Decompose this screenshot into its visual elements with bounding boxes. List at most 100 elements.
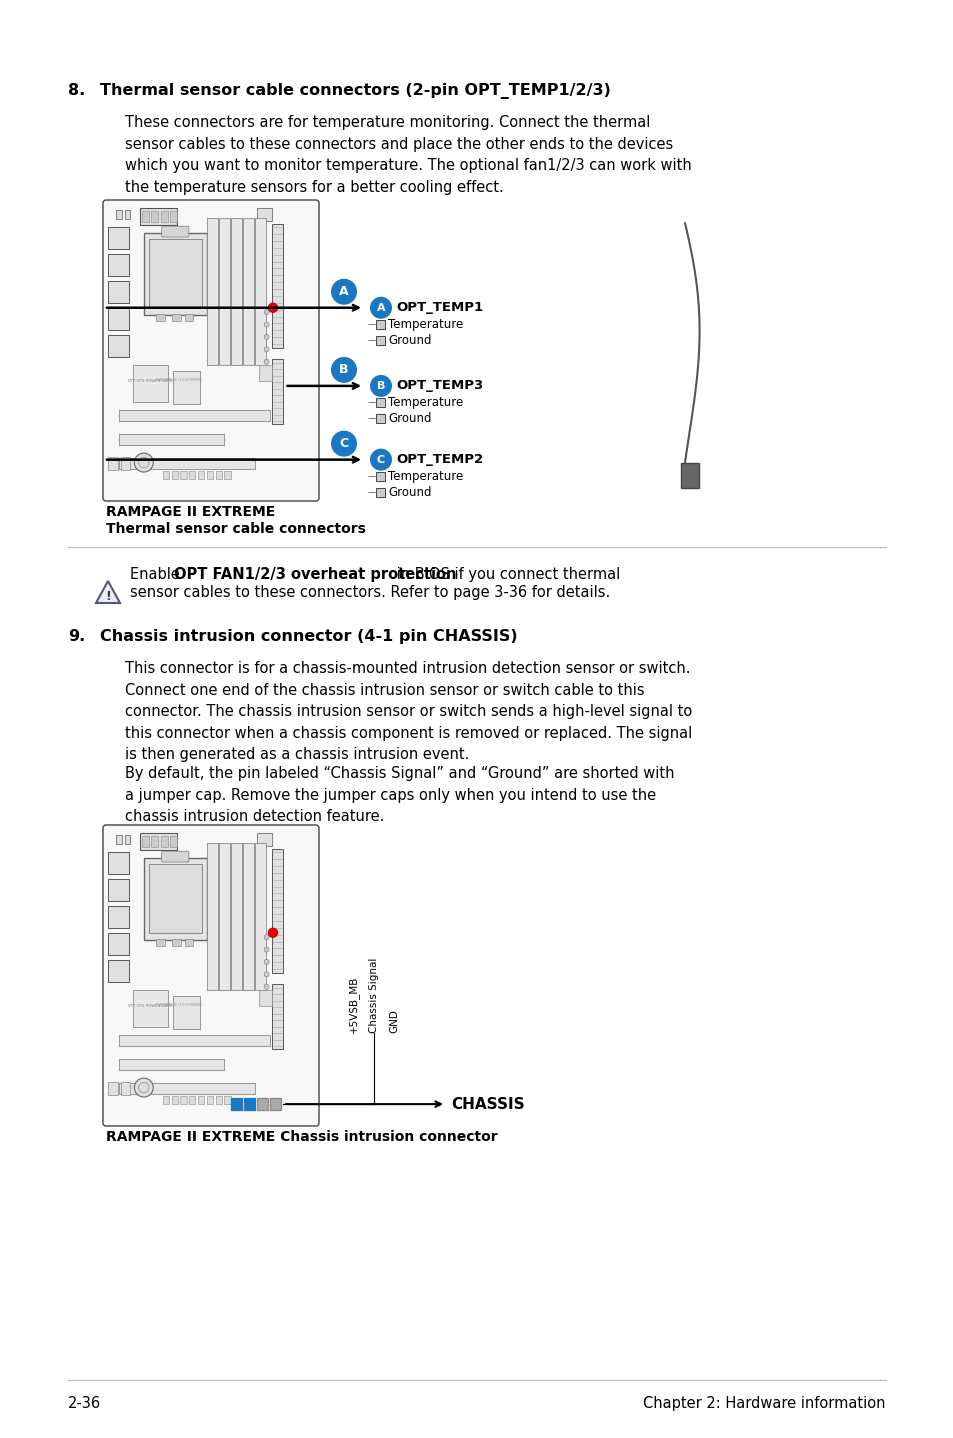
Bar bbox=[375, 487, 385, 496]
Bar bbox=[171, 211, 177, 221]
Text: These connectors are for temperature monitoring. Connect the thermal
sensor cabl: These connectors are for temperature mon… bbox=[125, 115, 691, 194]
Bar bbox=[172, 939, 180, 946]
Bar bbox=[242, 217, 254, 365]
Bar bbox=[139, 209, 177, 224]
Circle shape bbox=[370, 449, 392, 470]
Bar bbox=[118, 1083, 254, 1094]
Bar bbox=[142, 211, 149, 221]
Text: in BIOS if you connect thermal: in BIOS if you connect thermal bbox=[392, 567, 619, 582]
Bar bbox=[180, 472, 187, 479]
Bar bbox=[152, 211, 158, 221]
Bar bbox=[259, 365, 272, 381]
Bar bbox=[108, 227, 129, 249]
Bar bbox=[215, 472, 222, 479]
Circle shape bbox=[331, 430, 356, 457]
Text: C: C bbox=[339, 437, 348, 450]
Bar bbox=[118, 434, 223, 444]
Bar bbox=[108, 457, 117, 470]
Bar bbox=[272, 224, 283, 348]
Text: RAMPAGE II EXTREME: RAMPAGE II EXTREME bbox=[156, 378, 203, 383]
Text: RAMPAGE II EXTREME Chassis intrusion connector: RAMPAGE II EXTREME Chassis intrusion con… bbox=[106, 1130, 497, 1145]
Bar bbox=[254, 217, 266, 365]
Circle shape bbox=[331, 279, 356, 305]
Circle shape bbox=[331, 357, 356, 383]
Bar bbox=[207, 843, 218, 991]
Bar bbox=[180, 1096, 187, 1104]
Bar bbox=[108, 961, 129, 982]
Text: Chapter 2: Hardware information: Chapter 2: Hardware information bbox=[643, 1396, 885, 1411]
Bar bbox=[207, 217, 218, 365]
Circle shape bbox=[264, 972, 269, 976]
Bar bbox=[171, 835, 177, 847]
Bar bbox=[185, 313, 193, 321]
Bar bbox=[224, 1096, 231, 1104]
Bar bbox=[172, 313, 180, 321]
Bar bbox=[108, 906, 129, 928]
Bar bbox=[198, 472, 204, 479]
Bar bbox=[163, 472, 169, 479]
Text: RAMPAGE II EXTREME: RAMPAGE II EXTREME bbox=[106, 505, 275, 519]
Text: B: B bbox=[339, 364, 349, 377]
Bar bbox=[272, 360, 283, 424]
Circle shape bbox=[264, 935, 269, 939]
Text: 2-36: 2-36 bbox=[68, 1396, 101, 1411]
Bar bbox=[108, 253, 129, 276]
Bar bbox=[257, 833, 272, 846]
Polygon shape bbox=[96, 581, 120, 603]
Bar bbox=[173, 371, 200, 404]
FancyBboxPatch shape bbox=[161, 851, 189, 861]
Bar bbox=[108, 308, 129, 331]
Bar bbox=[118, 410, 270, 421]
Text: OPT_TEMP1: OPT_TEMP1 bbox=[395, 301, 482, 315]
Circle shape bbox=[138, 1083, 149, 1093]
Bar bbox=[163, 1096, 169, 1104]
Bar bbox=[156, 313, 165, 321]
Text: —: — bbox=[368, 398, 376, 407]
Bar bbox=[218, 217, 230, 365]
Bar bbox=[121, 1081, 130, 1094]
Bar bbox=[270, 1099, 280, 1110]
Text: By default, the pin labeled “Chassis Signal” and “Ground” are shorted with
a jum: By default, the pin labeled “Chassis Sig… bbox=[125, 766, 674, 824]
Bar bbox=[189, 1096, 195, 1104]
Bar bbox=[144, 857, 207, 940]
Circle shape bbox=[264, 984, 269, 989]
Circle shape bbox=[264, 959, 269, 965]
Text: OPT_TEMP2: OPT_TEMP2 bbox=[395, 453, 482, 466]
Text: Temperature: Temperature bbox=[388, 318, 463, 331]
Bar bbox=[144, 233, 207, 315]
Circle shape bbox=[370, 375, 392, 397]
Text: A: A bbox=[376, 303, 385, 312]
Bar bbox=[172, 1096, 177, 1104]
Text: Ground: Ground bbox=[388, 411, 431, 424]
Text: —: — bbox=[368, 319, 376, 329]
Bar bbox=[161, 211, 168, 221]
Bar bbox=[118, 1034, 270, 1045]
Bar bbox=[172, 472, 177, 479]
Text: Chassis Signal: Chassis Signal bbox=[369, 958, 378, 1034]
Text: CHASSIS: CHASSIS bbox=[451, 1097, 524, 1112]
Text: Thermal sensor cable connectors (2-pin OPT_TEMP1/2/3): Thermal sensor cable connectors (2-pin O… bbox=[100, 83, 610, 99]
Circle shape bbox=[264, 335, 269, 339]
Bar bbox=[375, 472, 385, 480]
Text: !: ! bbox=[105, 591, 111, 604]
Bar bbox=[118, 457, 254, 469]
Text: A: A bbox=[339, 285, 349, 298]
Bar bbox=[125, 835, 130, 844]
Bar bbox=[108, 879, 129, 900]
Circle shape bbox=[134, 453, 153, 472]
Text: This connector is for a chassis-mounted intrusion detection sensor or switch.
Co: This connector is for a chassis-mounted … bbox=[125, 661, 692, 762]
Circle shape bbox=[264, 347, 269, 352]
FancyBboxPatch shape bbox=[103, 825, 318, 1126]
Bar bbox=[108, 1081, 117, 1094]
Text: VTT CPU POWER CARD: VTT CPU POWER CARD bbox=[129, 380, 172, 384]
Bar bbox=[121, 457, 130, 470]
Bar bbox=[116, 210, 122, 219]
Bar bbox=[375, 398, 385, 407]
Bar bbox=[231, 843, 242, 991]
Bar bbox=[244, 1099, 254, 1110]
Text: —: — bbox=[368, 487, 376, 496]
Bar bbox=[259, 991, 272, 1007]
Bar bbox=[242, 843, 254, 991]
Bar bbox=[139, 833, 177, 850]
Bar bbox=[680, 463, 699, 487]
